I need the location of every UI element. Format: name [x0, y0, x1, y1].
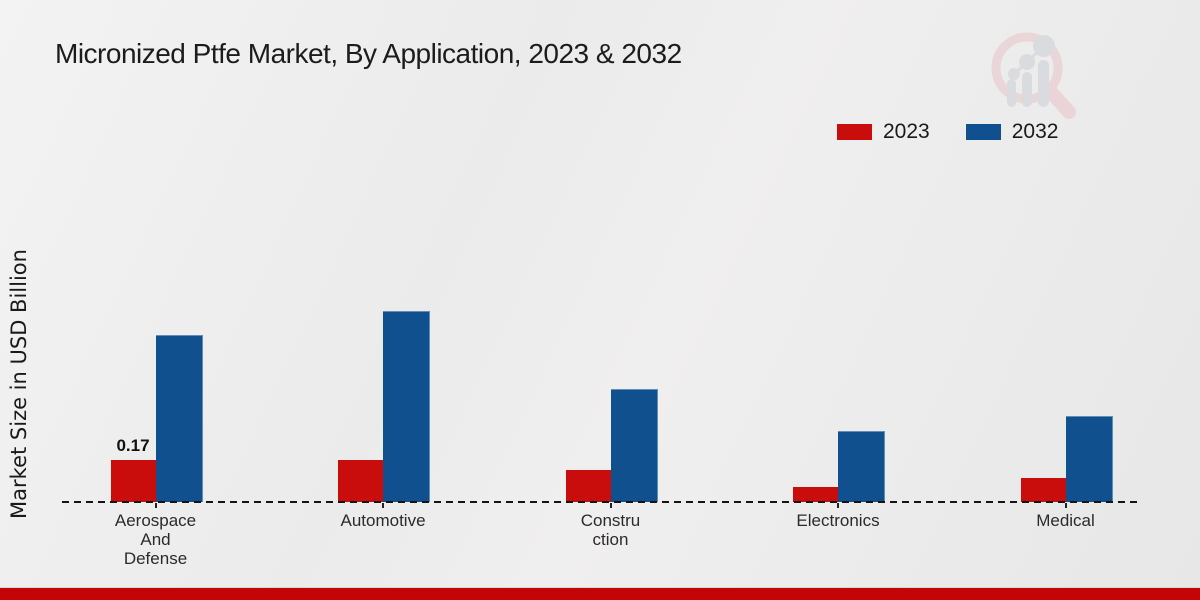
bar-value-label: 0.17: [116, 436, 150, 456]
bar-2023-aerospace-and-defense: [110, 460, 156, 502]
bar-2023-construction: [565, 470, 611, 502]
x-axis-tick: [837, 503, 839, 508]
footer-red-band: [0, 588, 1200, 600]
bar-2023-medical: [1020, 477, 1066, 502]
legend-item-2032: 2032: [965, 120, 1059, 144]
legend-label: 2032: [1011, 120, 1059, 143]
category-label-aerospace-and-defense: Aerospace And Defense: [114, 511, 197, 568]
x-axis-tick: [382, 503, 384, 508]
bar-2032-aerospace-and-defense: [155, 335, 203, 502]
bar-2032-medical: [1065, 416, 1113, 502]
bar-2032-electronics: [838, 431, 885, 502]
chart-title: Micronized Ptfe Market, By Application, …: [55, 38, 682, 69]
legend: 2023 2032: [837, 120, 1058, 144]
category-label-electronics: Electronics: [796, 511, 880, 530]
x-axis-baseline: [62, 501, 1142, 503]
category-label-construction: Constru ction: [580, 511, 641, 549]
x-axis-tick: [1064, 503, 1067, 508]
y-axis-label: Market Size in USD Billion: [7, 249, 31, 519]
bar-2032-construction: [610, 389, 658, 502]
category-label-medical: Medical: [1036, 511, 1095, 530]
bar-2023-electronics: [793, 487, 838, 502]
legend-swatch-2023: [837, 124, 872, 140]
x-axis-tick: [609, 503, 612, 508]
x-axis-tick: [154, 503, 157, 508]
bar-2023-automotive: [338, 460, 383, 502]
category-label-automotive: Automotive: [340, 511, 426, 530]
legend-item-2023: 2023: [837, 120, 930, 144]
legend-swatch-2032: [965, 124, 1001, 140]
legend-label: 2023: [883, 120, 930, 143]
bar-2032-automotive: [383, 310, 430, 502]
magnifier-bar-chart-logo-icon: [991, 32, 1076, 119]
